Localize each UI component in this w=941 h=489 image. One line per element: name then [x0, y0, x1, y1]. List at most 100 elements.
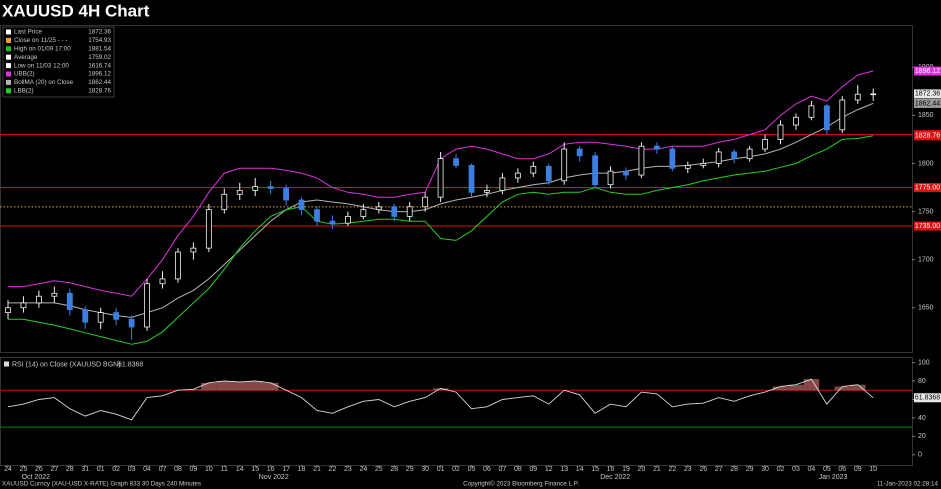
x-tick-label: 10 [869, 466, 877, 473]
candle-body [314, 209, 320, 222]
candle-body [128, 318, 135, 328]
x-tick-label: 08 [514, 466, 522, 473]
x-tick-label: 08 [174, 466, 182, 473]
y-tick-label: 1800 [918, 160, 934, 167]
candle-body [530, 165, 537, 174]
legend-label: Last Price [14, 29, 42, 36]
x-tick-label: 07 [159, 466, 167, 473]
candle-body [545, 165, 552, 182]
candle-body [746, 148, 753, 160]
band-tag: 1828.76 [915, 133, 940, 140]
x-tick-label: 09 [529, 466, 537, 473]
x-tick-label: 20 [638, 466, 646, 473]
candle-body [576, 148, 583, 157]
y-tick-label: 1700 [918, 257, 934, 264]
candle-body [854, 93, 861, 101]
candle-body [190, 247, 197, 253]
y-tick-label: 1850 [918, 112, 934, 119]
candle-body [793, 116, 799, 126]
x-tick-label: 19 [622, 466, 630, 473]
candle-body [870, 93, 877, 96]
legend-swatch [6, 29, 11, 35]
x-tick-label: 24 [359, 466, 367, 473]
candle-body [36, 295, 42, 304]
legend-swatch [6, 63, 11, 69]
candle-body [623, 170, 629, 176]
candle-body [375, 206, 382, 211]
x-tick-label: 15 [251, 466, 259, 473]
x-tick-label: 26 [699, 466, 707, 473]
candle-body [561, 148, 568, 182]
rsi-overbought [232, 381, 248, 391]
rsi-tag-bg [914, 393, 941, 403]
level-tag-bg [914, 183, 941, 193]
candle-body [654, 145, 660, 150]
level-tag: 1735.00 [915, 223, 940, 230]
legend-swatch [6, 88, 11, 94]
x-tick-label: 05 [468, 466, 476, 473]
candle-body [205, 209, 212, 249]
candle-body [113, 312, 120, 320]
x-tick-label: 28 [66, 466, 74, 473]
x-tick-label: 22 [668, 466, 676, 473]
candle-body [236, 190, 243, 195]
level-tag-bg [914, 221, 941, 231]
legend-label: BollMA (20) on Close [14, 79, 74, 86]
candle-body [298, 199, 305, 211]
rsi-overbought [247, 381, 263, 391]
candle-body [97, 312, 104, 323]
band-tag: 1896.12 [915, 68, 940, 75]
candle-body [252, 186, 259, 191]
x-tick-label: 17 [282, 466, 290, 473]
legend-swatch [6, 46, 11, 52]
x-tick-label: 03 [792, 466, 800, 473]
rsi-overbought [788, 384, 804, 391]
candle-body [66, 292, 73, 311]
x-tick-label: 15 [591, 466, 599, 473]
x-tick-label: 02 [777, 466, 785, 473]
rsi-tick-label: 100 [918, 359, 930, 366]
rsi-tag: 61.8368 [915, 395, 940, 402]
rsi-overbought [432, 388, 449, 391]
candle-body [406, 206, 413, 217]
candle-body [51, 292, 58, 297]
x-tick-label: 01 [97, 466, 105, 473]
rsi-overbought [262, 382, 279, 391]
candle-body [499, 177, 506, 191]
candle-body [422, 196, 429, 208]
rsi-tick-label: 0 [918, 452, 922, 459]
month-label: Jan 2023 [819, 474, 848, 481]
rsi-overbought [772, 386, 789, 391]
candle-body [592, 155, 598, 186]
x-tick-label: 09 [190, 466, 198, 473]
candle-body [391, 206, 398, 217]
candle-body [159, 278, 166, 285]
x-tick-label: 26 [35, 466, 43, 473]
x-tick-label: 25 [20, 466, 28, 473]
candle-body [731, 151, 738, 160]
rsi-overbought [185, 389, 202, 391]
legend-value: 1896.12 [88, 71, 111, 78]
x-tick-label: 11 [221, 466, 228, 473]
legend-value: 1828.76 [88, 87, 111, 94]
rsi-overbought [803, 379, 820, 391]
rsi-legend-value: 61.8368 [118, 361, 143, 368]
candle-body [823, 105, 830, 131]
x-tick-label: 28 [390, 466, 398, 473]
rsi-tick-label: 80 [918, 378, 926, 385]
x-tick-label: 12 [545, 466, 553, 473]
footer-right: 11-Jan-2023 02:28:14 [877, 481, 939, 488]
legend-label: Low on 11/03 12:00 [14, 62, 69, 69]
candle-body [360, 209, 367, 217]
candle-body [715, 151, 722, 164]
month-label: Dec 2022 [600, 474, 630, 481]
x-tick-label: 22 [329, 466, 337, 473]
x-tick-label: 16 [267, 466, 275, 473]
candle-body [175, 251, 181, 280]
candle-body [437, 158, 444, 198]
rsi-tick-label: 40 [918, 415, 926, 422]
band-tag-bg [914, 66, 941, 76]
price-panel-frame [0, 25, 913, 353]
candle-body [484, 190, 490, 193]
